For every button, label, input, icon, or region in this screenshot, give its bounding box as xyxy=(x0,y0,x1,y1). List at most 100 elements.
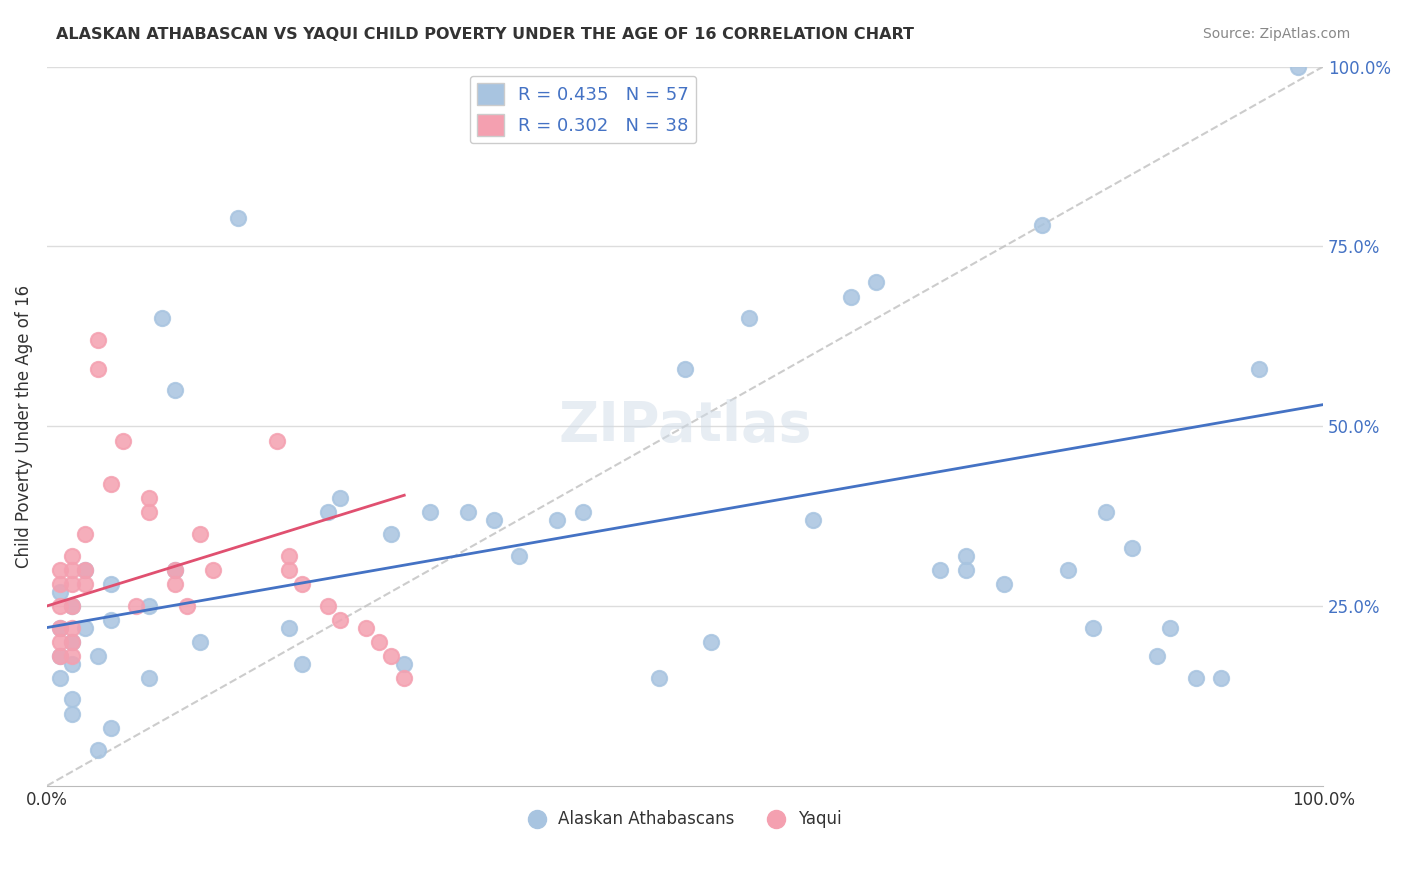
Point xyxy=(993,577,1015,591)
Point xyxy=(75,577,97,591)
Point xyxy=(367,635,389,649)
Point xyxy=(62,577,84,591)
Point xyxy=(87,361,110,376)
Text: Source: ZipAtlas.com: Source: ZipAtlas.com xyxy=(1202,27,1350,41)
Point xyxy=(62,657,84,671)
Point xyxy=(48,584,70,599)
Point xyxy=(62,649,84,664)
Point xyxy=(1146,649,1168,664)
Point xyxy=(163,383,186,397)
Point xyxy=(316,506,339,520)
Point xyxy=(48,649,70,664)
Point xyxy=(228,211,250,225)
Point xyxy=(87,743,110,757)
Y-axis label: Child Poverty Under the Age of 16: Child Poverty Under the Age of 16 xyxy=(15,285,32,567)
Point xyxy=(62,635,84,649)
Point xyxy=(62,549,84,563)
Point xyxy=(1184,671,1206,685)
Text: ZIPatlas: ZIPatlas xyxy=(558,400,811,453)
Point xyxy=(75,563,97,577)
Point xyxy=(62,692,84,706)
Point xyxy=(354,621,377,635)
Point xyxy=(62,563,84,577)
Point xyxy=(48,635,70,649)
Point xyxy=(1121,541,1143,556)
Point xyxy=(48,563,70,577)
Point xyxy=(278,563,301,577)
Point xyxy=(100,613,122,627)
Point xyxy=(699,635,721,649)
Point xyxy=(572,506,595,520)
Point xyxy=(1083,621,1105,635)
Point xyxy=(839,290,862,304)
Point xyxy=(865,276,887,290)
Point xyxy=(546,513,568,527)
Point xyxy=(266,434,288,448)
Point xyxy=(100,721,122,735)
Point xyxy=(62,635,84,649)
Point xyxy=(1159,621,1181,635)
Point xyxy=(163,577,186,591)
Point xyxy=(75,563,97,577)
Point xyxy=(112,434,135,448)
Point xyxy=(188,635,211,649)
Point xyxy=(380,527,402,541)
Point xyxy=(100,577,122,591)
Point xyxy=(738,311,761,326)
Point xyxy=(1057,563,1080,577)
Point xyxy=(48,599,70,613)
Point xyxy=(48,671,70,685)
Point xyxy=(100,476,122,491)
Point xyxy=(75,621,97,635)
Point xyxy=(291,657,314,671)
Point xyxy=(188,527,211,541)
Legend: Alaskan Athabascans, Yaqui: Alaskan Athabascans, Yaqui xyxy=(522,804,848,835)
Point xyxy=(138,599,160,613)
Point xyxy=(150,311,173,326)
Point xyxy=(329,613,352,627)
Point xyxy=(955,563,977,577)
Point xyxy=(62,706,84,721)
Point xyxy=(138,491,160,505)
Point xyxy=(201,563,224,577)
Point xyxy=(62,599,84,613)
Point xyxy=(1095,506,1118,520)
Point xyxy=(48,621,70,635)
Point xyxy=(278,621,301,635)
Point xyxy=(1031,218,1053,232)
Point xyxy=(176,599,198,613)
Point xyxy=(648,671,671,685)
Point xyxy=(482,513,505,527)
Point xyxy=(48,621,70,635)
Point xyxy=(48,649,70,664)
Point xyxy=(419,506,441,520)
Point xyxy=(394,657,416,671)
Point xyxy=(1209,671,1232,685)
Point xyxy=(457,506,479,520)
Point xyxy=(48,577,70,591)
Point xyxy=(508,549,530,563)
Point xyxy=(955,549,977,563)
Point xyxy=(278,549,301,563)
Point xyxy=(138,506,160,520)
Point xyxy=(394,671,416,685)
Point xyxy=(380,649,402,664)
Point xyxy=(163,563,186,577)
Point xyxy=(87,649,110,664)
Point xyxy=(801,513,824,527)
Point xyxy=(87,333,110,347)
Point xyxy=(316,599,339,613)
Point xyxy=(329,491,352,505)
Point xyxy=(163,563,186,577)
Text: ALASKAN ATHABASCAN VS YAQUI CHILD POVERTY UNDER THE AGE OF 16 CORRELATION CHART: ALASKAN ATHABASCAN VS YAQUI CHILD POVERT… xyxy=(56,27,914,42)
Point xyxy=(75,527,97,541)
Point xyxy=(1249,361,1271,376)
Point xyxy=(62,621,84,635)
Point xyxy=(929,563,952,577)
Point xyxy=(125,599,148,613)
Point xyxy=(62,599,84,613)
Point xyxy=(1286,60,1309,74)
Point xyxy=(291,577,314,591)
Point xyxy=(138,671,160,685)
Point xyxy=(673,361,696,376)
